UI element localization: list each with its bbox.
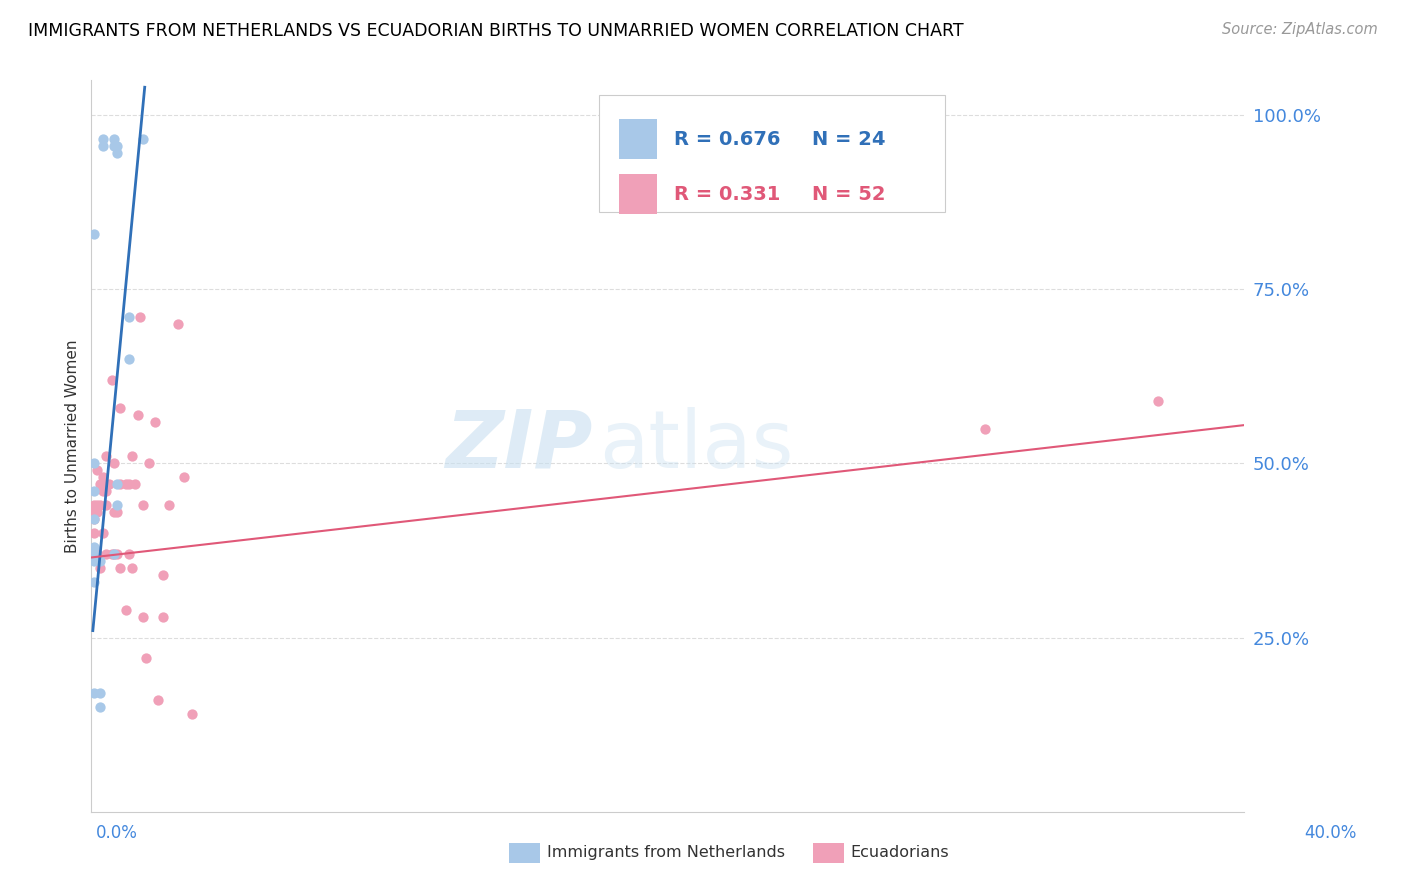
Point — [103, 139, 125, 153]
FancyBboxPatch shape — [620, 174, 658, 214]
Point — [91, 139, 114, 153]
FancyBboxPatch shape — [599, 95, 945, 212]
Point — [135, 651, 157, 665]
FancyBboxPatch shape — [620, 120, 658, 160]
Point — [110, 561, 132, 575]
Point — [132, 498, 155, 512]
Point — [115, 477, 138, 491]
Point — [89, 554, 111, 568]
Text: N = 24: N = 24 — [813, 130, 886, 149]
Point — [103, 547, 125, 561]
Point — [91, 470, 114, 484]
Point — [973, 421, 995, 435]
Point — [103, 457, 125, 471]
Text: IMMIGRANTS FROM NETHERLANDS VS ECUADORIAN BIRTHS TO UNMARRIED WOMEN CORRELATION : IMMIGRANTS FROM NETHERLANDS VS ECUADORIA… — [28, 22, 963, 40]
Point — [103, 132, 125, 146]
Point — [86, 505, 108, 519]
Point — [105, 547, 128, 561]
Point — [83, 512, 105, 526]
Point — [86, 463, 108, 477]
Point — [105, 146, 128, 161]
Point — [94, 484, 117, 499]
Point — [97, 477, 120, 491]
Point — [1147, 393, 1170, 408]
Point — [91, 132, 114, 146]
Point — [91, 484, 114, 499]
Point — [132, 132, 155, 146]
Point — [86, 547, 108, 561]
Point — [121, 450, 143, 464]
Text: R = 0.676: R = 0.676 — [673, 130, 780, 149]
Point — [127, 408, 149, 422]
Point — [110, 401, 132, 415]
Point — [132, 609, 155, 624]
Point — [115, 603, 138, 617]
Point — [83, 547, 105, 561]
Point — [152, 567, 174, 582]
Point — [89, 700, 111, 714]
Point — [83, 498, 105, 512]
Point — [166, 317, 188, 331]
Point — [103, 547, 125, 561]
Point — [89, 686, 111, 700]
Point — [105, 498, 128, 512]
Point — [152, 609, 174, 624]
Point — [94, 547, 117, 561]
Point — [83, 512, 105, 526]
Text: Source: ZipAtlas.com: Source: ZipAtlas.com — [1222, 22, 1378, 37]
Point — [157, 498, 180, 512]
Point — [118, 310, 141, 325]
Point — [100, 547, 122, 561]
Point — [181, 707, 204, 722]
Text: Ecuadorians: Ecuadorians — [851, 846, 949, 860]
Point — [89, 561, 111, 575]
Point — [105, 139, 128, 153]
Text: 0.0%: 0.0% — [96, 824, 138, 842]
Point — [83, 526, 105, 541]
Point — [121, 561, 143, 575]
Point — [138, 457, 160, 471]
Point — [110, 477, 132, 491]
Text: Immigrants from Netherlands: Immigrants from Netherlands — [547, 846, 785, 860]
Point — [118, 547, 141, 561]
Text: R = 0.331: R = 0.331 — [673, 185, 780, 204]
Text: atlas: atlas — [599, 407, 793, 485]
Point — [146, 693, 169, 707]
Point — [83, 540, 105, 554]
Point — [143, 415, 166, 429]
Point — [89, 498, 111, 512]
Point — [118, 477, 141, 491]
Point — [103, 505, 125, 519]
Text: ZIP: ZIP — [446, 407, 593, 485]
Point — [105, 505, 128, 519]
Point — [83, 554, 105, 568]
Text: N = 52: N = 52 — [813, 185, 886, 204]
Y-axis label: Births to Unmarried Women: Births to Unmarried Women — [65, 339, 80, 553]
Point — [83, 574, 105, 589]
Point — [91, 526, 114, 541]
Point — [83, 505, 105, 519]
Point — [83, 484, 105, 499]
Point — [173, 470, 195, 484]
Point — [83, 686, 105, 700]
Point — [94, 498, 117, 512]
Point — [105, 477, 128, 491]
Point — [124, 477, 146, 491]
Point — [86, 498, 108, 512]
Point — [118, 351, 141, 366]
Point — [100, 373, 122, 387]
Point — [89, 477, 111, 491]
Point — [83, 227, 105, 241]
Text: 40.0%: 40.0% — [1305, 824, 1357, 842]
Point — [94, 450, 117, 464]
Point — [129, 310, 152, 325]
Point — [83, 457, 105, 471]
